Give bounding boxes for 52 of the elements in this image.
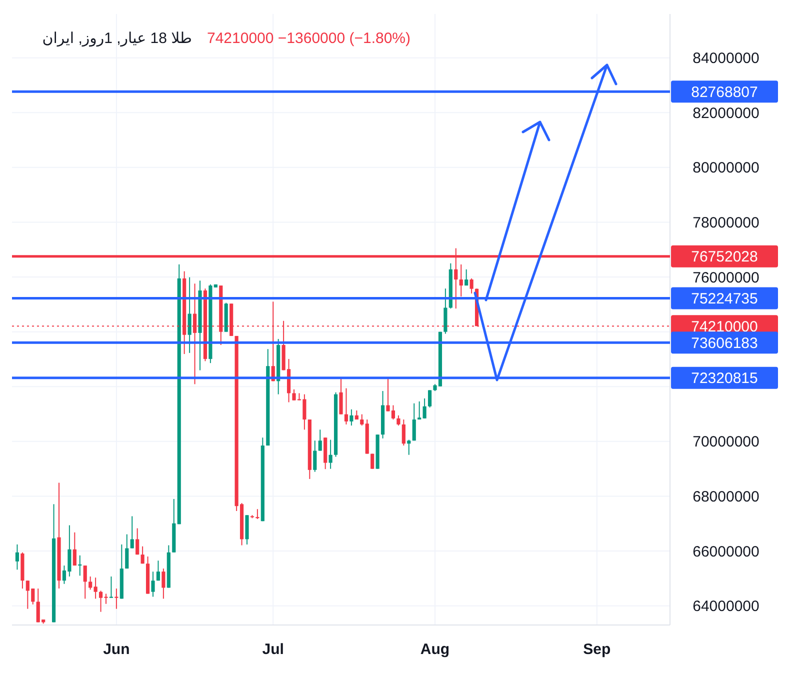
- text: 74210000 −1360000 (−1.80%): [207, 30, 411, 47]
- ref-line-label: 75224735: [691, 290, 758, 308]
- candlestick: [407, 439, 411, 456]
- candlestick: [370, 453, 374, 470]
- candlestick: [15, 544, 20, 570]
- candlestick: [464, 268, 468, 286]
- y-tick-label: 64000000: [692, 598, 760, 616]
- candlestick: [402, 419, 406, 446]
- candlestick: [313, 440, 317, 472]
- candlestick: [412, 402, 416, 442]
- candlestick: [459, 264, 463, 297]
- y-tick-label: 84000000: [692, 50, 760, 68]
- text: طلا 18 عیار, 1روز, ایران: [42, 30, 192, 47]
- candlestick: [470, 278, 474, 294]
- ref-line-label: 76752028: [691, 248, 758, 266]
- y-tick-label: 76000000: [692, 269, 760, 286]
- candlestick: [418, 400, 422, 420]
- candlestick: [350, 408, 354, 426]
- y-tick-label: 78000000: [692, 214, 760, 232]
- x-tick-label: Sep: [583, 641, 611, 658]
- candlestick: [83, 565, 87, 600]
- candlestick: [396, 414, 400, 426]
- x-tick-label: Jun: [103, 641, 130, 658]
- y-tick-label: 66000000: [692, 543, 760, 560]
- candlestick: [344, 388, 348, 425]
- candlestick: [72, 532, 76, 566]
- candlestick: [188, 276, 192, 354]
- candlestick: [428, 390, 432, 408]
- candlestick: [88, 576, 92, 590]
- candlestick: [125, 534, 129, 570]
- ref-line-label: 82768807: [691, 84, 758, 101]
- candlestick: [156, 560, 160, 582]
- y-tick-label: 80000000: [692, 160, 760, 177]
- y-tick-label: 70000000: [692, 434, 760, 451]
- y-tick-label: 82000000: [692, 104, 760, 122]
- candlestick: [328, 439, 332, 470]
- ref-line-label: 73606183: [691, 334, 758, 352]
- y-tick-label: 68000000: [692, 488, 760, 506]
- candlestick: [339, 378, 343, 415]
- candlestick: [318, 429, 322, 452]
- ref-line-label: 74210000: [691, 318, 758, 336]
- x-tick-label: Aug: [420, 641, 450, 658]
- x-tick-label: Jul: [262, 641, 284, 658]
- candlestick: [360, 414, 364, 426]
- candlestick: [162, 568, 166, 600]
- candlestick: [422, 398, 426, 419]
- candlestick: [136, 528, 140, 556]
- candlestick: [151, 571, 155, 598]
- candlestick: [94, 577, 98, 600]
- ref-line-label: 72320815: [691, 370, 758, 388]
- candlestick: [130, 516, 134, 549]
- candlestick: [140, 546, 144, 564]
